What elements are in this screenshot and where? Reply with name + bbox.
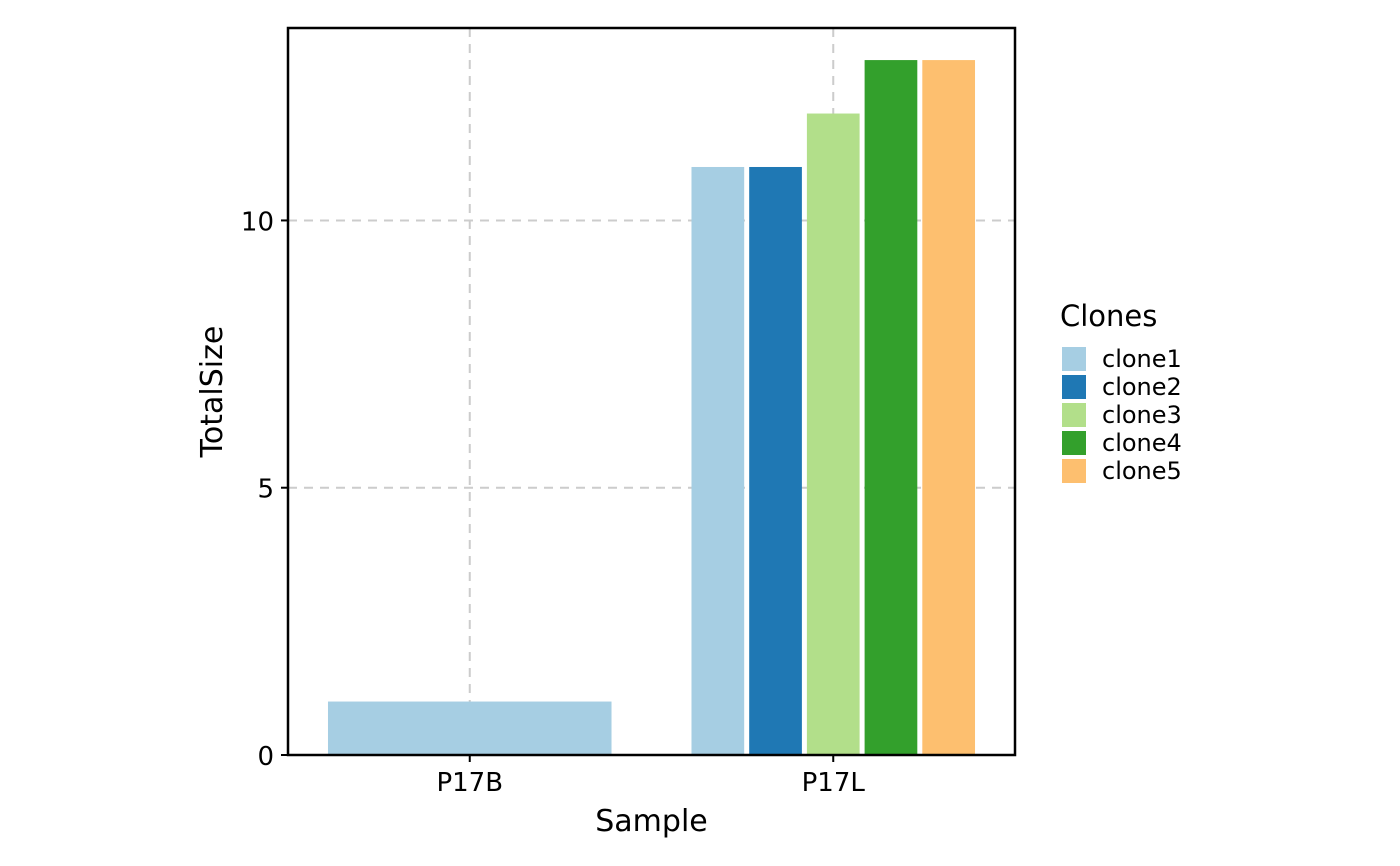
legend-label-clone4: clone4 bbox=[1102, 429, 1182, 457]
x-axis-title: Sample bbox=[595, 804, 708, 839]
y-tick-label: 10 bbox=[241, 207, 274, 237]
y-axis: 0 5 10 bbox=[241, 207, 288, 772]
legend-key-clone3 bbox=[1062, 403, 1086, 427]
x-tick-label: P17B bbox=[436, 768, 503, 798]
legend-key-clone1 bbox=[1062, 347, 1086, 371]
legend-key-clone4 bbox=[1062, 431, 1086, 455]
x-tick-label: P17L bbox=[802, 768, 866, 798]
y-axis-title: TotalSize bbox=[195, 326, 230, 459]
legend-label-clone2: clone2 bbox=[1102, 373, 1182, 401]
legend-label-clone3: clone3 bbox=[1102, 401, 1182, 429]
legend-label-clone5: clone5 bbox=[1102, 457, 1182, 485]
bar-p17l-clone3 bbox=[806, 113, 860, 755]
legend-title: Clones bbox=[1060, 299, 1157, 333]
bar-p17l-clone4 bbox=[864, 60, 918, 755]
y-tick-label: 5 bbox=[257, 475, 274, 505]
bar-p17b-clone1 bbox=[327, 701, 612, 755]
x-axis: P17B P17L bbox=[436, 755, 865, 798]
bars bbox=[327, 60, 976, 755]
legend-key-clone5 bbox=[1062, 459, 1086, 483]
bar-p17l-clone1 bbox=[691, 166, 745, 755]
y-tick-label: 0 bbox=[257, 742, 274, 772]
legend-label-clone1: clone1 bbox=[1102, 345, 1182, 373]
legend-key-clone2 bbox=[1062, 375, 1086, 399]
plot-panel-border bbox=[286, 26, 1017, 757]
bar-p17l-clone5 bbox=[922, 60, 976, 755]
bar-p17l-clone2 bbox=[749, 166, 802, 755]
